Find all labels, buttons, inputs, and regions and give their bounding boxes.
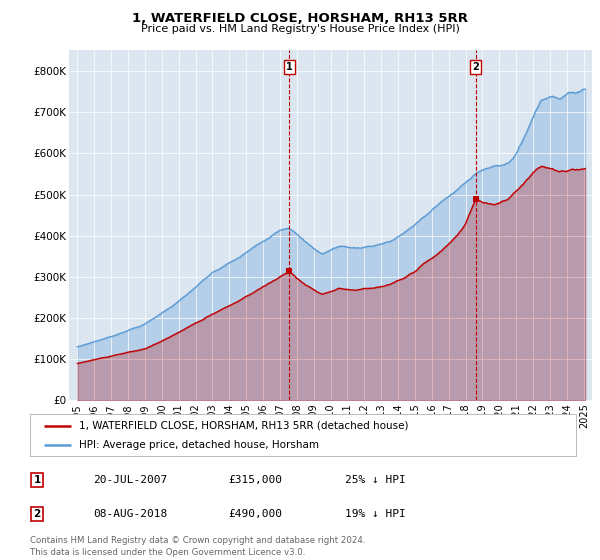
Text: 08-AUG-2018: 08-AUG-2018 (93, 509, 167, 519)
Text: Price paid vs. HM Land Registry's House Price Index (HPI): Price paid vs. HM Land Registry's House … (140, 24, 460, 34)
Text: 1: 1 (286, 62, 293, 72)
Text: £315,000: £315,000 (228, 475, 282, 485)
Text: HPI: Average price, detached house, Horsham: HPI: Average price, detached house, Hors… (79, 440, 319, 450)
Text: £490,000: £490,000 (228, 509, 282, 519)
Text: 2: 2 (472, 62, 479, 72)
Text: 1: 1 (34, 475, 41, 485)
Text: 25% ↓ HPI: 25% ↓ HPI (345, 475, 406, 485)
Text: 20-JUL-2007: 20-JUL-2007 (93, 475, 167, 485)
Text: 19% ↓ HPI: 19% ↓ HPI (345, 509, 406, 519)
Text: 2: 2 (34, 509, 41, 519)
Text: Contains HM Land Registry data © Crown copyright and database right 2024.
This d: Contains HM Land Registry data © Crown c… (30, 536, 365, 557)
Text: 1, WATERFIELD CLOSE, HORSHAM, RH13 5RR: 1, WATERFIELD CLOSE, HORSHAM, RH13 5RR (132, 12, 468, 25)
Text: 1, WATERFIELD CLOSE, HORSHAM, RH13 5RR (detached house): 1, WATERFIELD CLOSE, HORSHAM, RH13 5RR (… (79, 421, 409, 431)
